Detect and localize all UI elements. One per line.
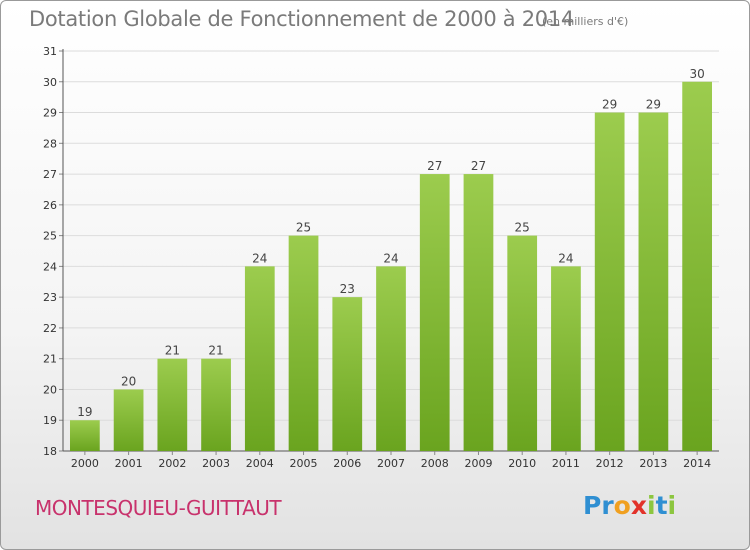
logo-letter: r bbox=[601, 491, 614, 520]
y-tick-label: 19 bbox=[43, 414, 57, 427]
y-tick-label: 30 bbox=[43, 76, 57, 89]
bar-value-label: 24 bbox=[383, 251, 398, 265]
bar bbox=[638, 112, 669, 452]
bar-value-label: 25 bbox=[296, 221, 311, 235]
bar-value-label: 30 bbox=[689, 67, 704, 81]
bar bbox=[244, 266, 275, 451]
x-tick-label: 2005 bbox=[290, 457, 318, 470]
logo-letter: o bbox=[613, 491, 631, 520]
x-tick-label: 2004 bbox=[246, 457, 274, 470]
bar bbox=[113, 389, 144, 451]
bar-value-label: 19 bbox=[77, 405, 92, 419]
bar bbox=[157, 358, 188, 451]
y-tick-label: 25 bbox=[43, 230, 57, 243]
y-tick-label: 24 bbox=[43, 260, 57, 273]
x-tick-label: 2011 bbox=[552, 457, 580, 470]
bar bbox=[463, 174, 494, 452]
bar-value-label: 21 bbox=[208, 344, 223, 358]
bar-value-label: 27 bbox=[471, 159, 486, 173]
bar bbox=[288, 235, 319, 451]
bar bbox=[332, 297, 363, 451]
x-tick-label: 2010 bbox=[508, 457, 536, 470]
y-tick-label: 20 bbox=[43, 383, 57, 396]
bar-value-label: 20 bbox=[121, 374, 136, 388]
bar bbox=[69, 420, 100, 451]
bar bbox=[419, 174, 450, 452]
bar-value-label: 29 bbox=[646, 98, 661, 112]
bar bbox=[594, 112, 625, 452]
y-tick-label: 22 bbox=[43, 322, 57, 335]
x-tick-label: 2014 bbox=[683, 457, 711, 470]
bar-value-label: 24 bbox=[558, 251, 573, 265]
bar bbox=[376, 266, 406, 451]
logo-letter: i bbox=[667, 491, 677, 520]
bar bbox=[201, 358, 231, 451]
proxiti-logo: Proxiti bbox=[583, 491, 676, 520]
bar-value-label: 24 bbox=[252, 251, 267, 265]
x-tick-label: 2008 bbox=[421, 457, 449, 470]
commune-name: MONTESQUIEU-GUITTAUT bbox=[35, 496, 282, 520]
y-tick-label: 29 bbox=[43, 107, 57, 120]
bar bbox=[682, 81, 713, 452]
bar-value-label: 29 bbox=[602, 98, 617, 112]
y-tick-label: 18 bbox=[43, 445, 57, 458]
x-tick-label: 2002 bbox=[158, 457, 186, 470]
x-tick-label: 2000 bbox=[71, 457, 99, 470]
x-tick-label: 2012 bbox=[596, 457, 624, 470]
x-tick-label: 2013 bbox=[639, 457, 667, 470]
x-tick-label: 2009 bbox=[464, 457, 492, 470]
x-tick-label: 2006 bbox=[333, 457, 361, 470]
bar-value-label: 27 bbox=[427, 159, 442, 173]
x-tick-label: 2001 bbox=[115, 457, 143, 470]
y-tick-label: 31 bbox=[43, 45, 57, 58]
logo-letter: P bbox=[583, 491, 602, 520]
y-tick-label: 26 bbox=[43, 199, 57, 212]
bar-value-label: 23 bbox=[340, 282, 355, 296]
logo-letter: t bbox=[655, 491, 668, 520]
x-tick-label: 2003 bbox=[202, 457, 230, 470]
unit-note: (en milliers d'€) bbox=[542, 15, 629, 28]
chart-title: Dotation Globale de Fonctionnement de 20… bbox=[29, 7, 574, 31]
logo-letter: x bbox=[630, 491, 647, 520]
y-tick-label: 28 bbox=[43, 137, 57, 150]
x-tick-label: 2007 bbox=[377, 457, 405, 470]
bar-value-label: 25 bbox=[515, 221, 530, 235]
y-tick-label: 23 bbox=[43, 291, 57, 304]
bar bbox=[551, 266, 581, 451]
y-tick-label: 21 bbox=[43, 353, 57, 366]
bar bbox=[507, 235, 538, 451]
logo-letter: i bbox=[647, 491, 656, 520]
bar-value-label: 21 bbox=[165, 344, 180, 358]
y-tick-label: 27 bbox=[43, 168, 57, 181]
